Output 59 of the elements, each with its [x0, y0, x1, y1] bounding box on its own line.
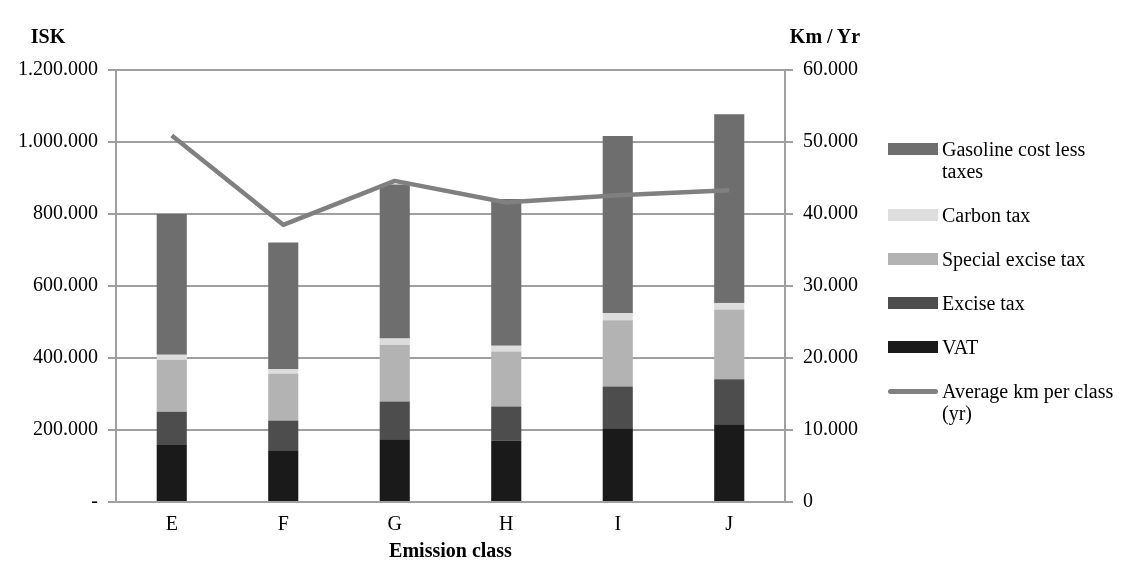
y-axis-title: ISK — [30, 25, 66, 48]
bar — [714, 379, 745, 425]
bar — [268, 369, 299, 374]
bar — [379, 184, 410, 339]
legend-label: Special excise tax — [942, 248, 1086, 270]
y2-tick-label: 40.000 — [803, 201, 858, 224]
x-axis-title: Emission class — [389, 539, 513, 562]
bar — [379, 401, 410, 440]
y-tick-label: - — [91, 489, 98, 512]
bar — [156, 411, 187, 446]
bar — [379, 338, 410, 345]
bar — [714, 302, 745, 310]
y-tick-label: 200.000 — [33, 417, 98, 440]
bar — [156, 214, 187, 355]
bar — [602, 320, 633, 387]
legend-label: Excise tax — [942, 292, 1025, 314]
bar — [602, 428, 633, 501]
y2-tick-label: 30.000 — [803, 273, 858, 296]
bar — [156, 354, 187, 360]
y2-tick-label: 0 — [803, 489, 813, 512]
x-tick-label: H — [499, 512, 514, 535]
bar — [602, 135, 633, 314]
bar — [268, 373, 299, 421]
bar — [491, 406, 522, 441]
bar — [714, 114, 745, 303]
bar — [379, 439, 410, 501]
x-tick-label: I — [614, 512, 622, 535]
y-tick-label: 1.000.000 — [18, 129, 98, 152]
y-tick-label: 600.000 — [33, 273, 98, 296]
bar — [491, 198, 522, 346]
bar — [602, 386, 633, 429]
bar — [379, 344, 410, 402]
bar — [714, 309, 745, 380]
x-tick-label: G — [387, 512, 402, 535]
bar — [491, 351, 522, 407]
legend-label: VAT — [942, 336, 979, 358]
y2-tick-label: 60.000 — [803, 57, 858, 80]
bar — [491, 440, 522, 501]
bar — [156, 445, 187, 501]
legend-label: Carbon tax — [942, 204, 1031, 226]
bar — [268, 450, 299, 501]
bar — [268, 242, 299, 370]
bar — [156, 359, 187, 412]
y-tick-label: 400.000 — [33, 345, 98, 368]
x-tick-label: J — [725, 512, 734, 535]
y2-tick-label: 20.000 — [803, 345, 858, 368]
x-tick-label: E — [165, 512, 178, 535]
y2-tick-label: 50.000 — [803, 129, 858, 152]
bar — [602, 313, 633, 321]
y2-tick-label: 10.000 — [803, 417, 858, 440]
x-tick-label: F — [277, 512, 289, 535]
bar — [491, 345, 522, 352]
y2-axis-title: Km / Yr — [789, 25, 861, 48]
bar — [268, 420, 299, 451]
legend-label: Average km per class (yr) — [942, 380, 1115, 424]
bar — [714, 424, 745, 501]
y-tick-label: 800.000 — [33, 201, 98, 224]
legend-label: Gasoline cost less taxes — [942, 138, 1087, 182]
y-tick-label: 1.200.000 — [18, 57, 98, 80]
